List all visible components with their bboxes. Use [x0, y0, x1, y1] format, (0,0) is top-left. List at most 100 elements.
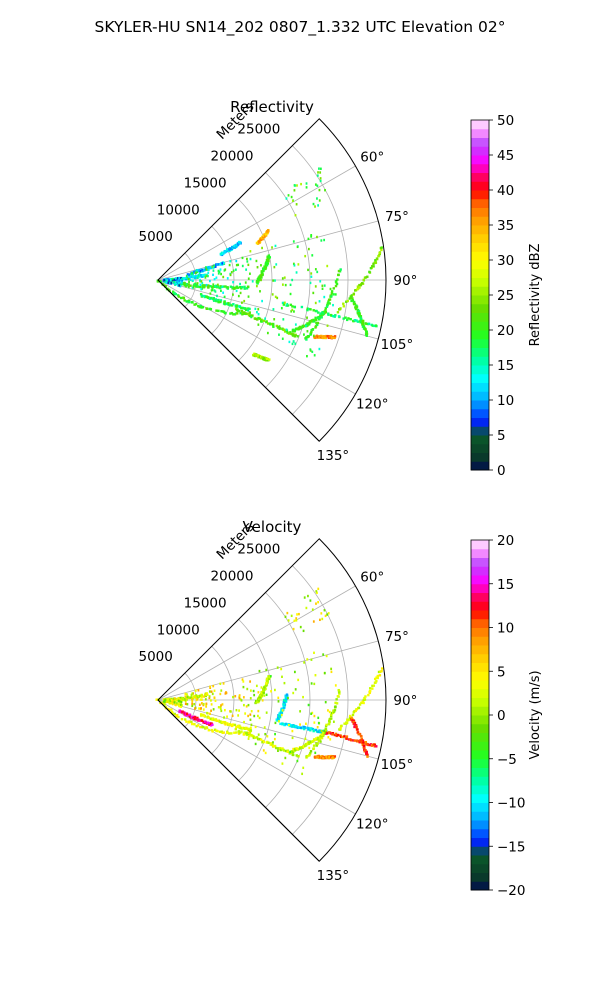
echo-gate: [203, 269, 206, 272]
echo-gate: [224, 723, 227, 726]
echo-gate: [261, 246, 263, 250]
echo-gate: [173, 712, 176, 716]
echo-gate: [329, 738, 332, 741]
echo-gate: [209, 284, 212, 288]
echo-gate: [294, 333, 297, 337]
echo-gate: [326, 303, 329, 307]
echo-gate: [307, 247, 310, 251]
echo-gate: [249, 250, 252, 253]
colorbar-band: [471, 190, 489, 200]
echo-gate: [295, 619, 298, 622]
echo-gate: [366, 753, 369, 757]
echo-gate: [242, 307, 245, 310]
echo-gate: [209, 717, 213, 720]
echo-gate: [361, 319, 365, 323]
echo-gate: [380, 248, 383, 252]
echo-gate: [237, 714, 240, 717]
echo-gate: [186, 703, 189, 706]
echo-gate: [163, 278, 166, 282]
echo-gate: [206, 285, 209, 288]
echo-gate: [315, 602, 317, 605]
echo-gate: [346, 299, 349, 303]
echo-gate: [306, 308, 309, 312]
echo-gate: [310, 320, 314, 323]
echo-gate: [321, 287, 324, 290]
echo-gate: [318, 167, 320, 170]
echo-gate: [352, 721, 355, 724]
echo-gate: [266, 229, 269, 233]
echo-gate: [356, 731, 360, 734]
echo-gate: [171, 290, 175, 293]
echo-gate: [304, 737, 307, 740]
echo-gate: [239, 282, 241, 286]
echo-gate: [352, 292, 356, 295]
echo-gate: [361, 739, 365, 742]
azimuth-gridline: [157, 279, 379, 340]
echo-gate: [303, 333, 305, 336]
echo-gate: [313, 682, 316, 686]
echo-gate: [362, 278, 365, 282]
echo-gate: [236, 286, 239, 289]
echo-gate: [377, 254, 381, 257]
echo-gate: [208, 690, 211, 693]
echo-gate: [188, 278, 190, 281]
echo-gate: [324, 307, 327, 310]
echo-gate: [196, 270, 198, 273]
colorbar-band: [471, 793, 489, 803]
echo-gate: [243, 287, 246, 290]
echo-gate: [285, 304, 288, 307]
echo-gate: [244, 308, 248, 312]
echo-gate: [283, 301, 286, 304]
colorbar-band: [471, 198, 489, 208]
echo-gate: [317, 587, 320, 591]
echo-gate: [253, 714, 256, 718]
colorbar-band: [471, 680, 489, 690]
echo-gate: [175, 714, 178, 718]
colorbar-band: [471, 820, 489, 830]
colorbar-band: [471, 391, 489, 401]
colorbar-band: [471, 557, 489, 567]
echo-gate: [183, 697, 187, 701]
echo-gate: [190, 720, 193, 724]
echo-gate: [224, 312, 227, 315]
colorbar-band: [471, 225, 489, 235]
colorbar-band: [471, 671, 489, 681]
echo-gate: [194, 689, 197, 692]
colorbar-band: [471, 356, 489, 366]
echo-gate: [312, 729, 315, 733]
echo-gate: [246, 260, 249, 263]
range-tick-label: 5000: [139, 229, 173, 245]
echo-gate: [285, 329, 289, 333]
echo-gate: [310, 235, 313, 238]
colorbar-band: [471, 540, 489, 550]
echo-gate: [194, 707, 196, 710]
echo-gate: [239, 725, 242, 729]
echo-gate: [240, 306, 243, 310]
echo-gate: [295, 725, 298, 728]
echo-gate: [274, 244, 277, 248]
echo-gate: [217, 272, 220, 275]
echo-gate: [319, 735, 323, 738]
echo-gate: [217, 706, 220, 709]
echo-gate: [330, 295, 333, 298]
echo-gate: [188, 275, 192, 279]
echo-gate: [316, 197, 318, 200]
colorbar-band: [471, 688, 489, 698]
echo-gate: [170, 277, 173, 281]
echo-gate: [208, 695, 211, 698]
colorbar-band: [471, 277, 489, 287]
echo-gate: [245, 727, 249, 730]
echo-gate: [178, 284, 181, 287]
echo-gate: [257, 709, 260, 713]
echo-gate: [266, 735, 269, 738]
echo-gate: [328, 756, 331, 759]
echo-gate: [188, 280, 190, 284]
echo-gate: [180, 281, 183, 284]
colorbar-band: [471, 321, 489, 331]
echo-gate: [311, 254, 314, 257]
echo-gate: [275, 324, 279, 328]
colorbar-tick-label: −15: [497, 839, 526, 855]
figure-title: SKYLER-HU SN14_202 0807_1.332 UTC Elevat…: [95, 18, 506, 37]
echo-gate: [314, 738, 318, 741]
echo-gate: [304, 726, 307, 730]
